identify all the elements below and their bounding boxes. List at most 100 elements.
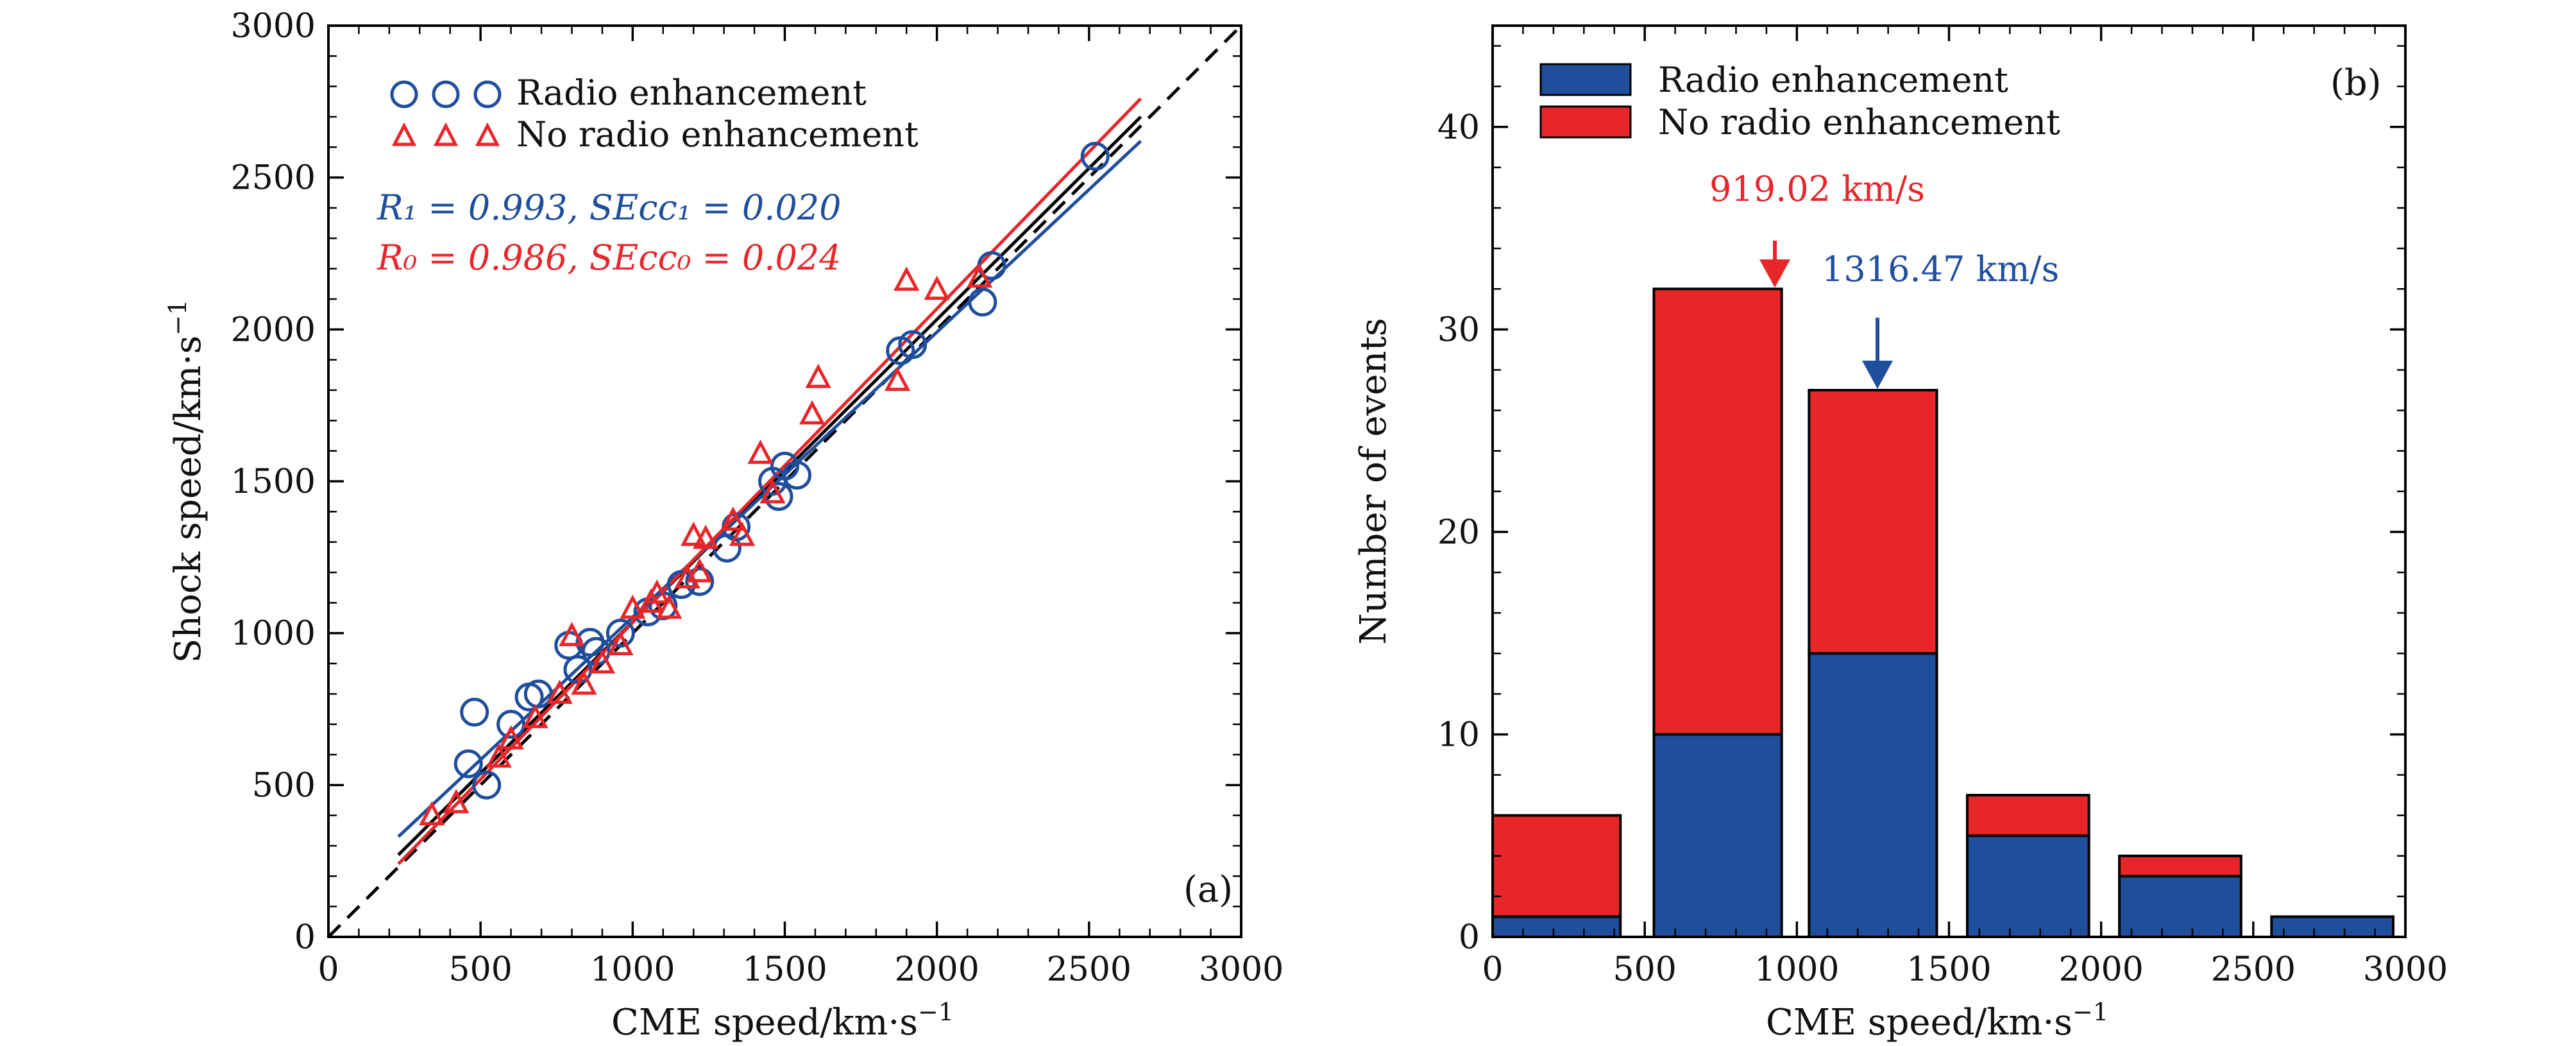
- fit-line: [397, 97, 1142, 866]
- bar-radio: [1808, 652, 1938, 938]
- x-tick-label: 2500: [2211, 950, 2296, 989]
- panel-a-label: (a): [1183, 869, 1233, 911]
- y-tick-label: 500: [252, 766, 316, 805]
- no-radio-point: [747, 440, 774, 464]
- radio-point: [460, 698, 489, 727]
- radio-point: [606, 619, 635, 648]
- no-radio-point: [559, 622, 585, 646]
- x-tick-label: 3000: [1199, 950, 1284, 989]
- radio-point: [453, 749, 483, 778]
- bar-no-radio: [1965, 794, 2090, 837]
- no-radio-point: [681, 521, 707, 546]
- legend-radio-swatch: [1539, 63, 1632, 96]
- no-radio-point: [966, 263, 993, 288]
- y-tick-label: 30: [1437, 311, 1480, 349]
- bar-radio: [1491, 915, 1622, 939]
- no-radio-point: [799, 400, 826, 425]
- y-tick-label: 0: [294, 918, 316, 957]
- x-tick-label: 1500: [1906, 950, 1991, 989]
- bar-radio: [2270, 915, 2395, 939]
- no-radio-point: [729, 521, 756, 546]
- no-radio-point: [443, 789, 470, 814]
- legend-no-radio-label-b: No radio enhancement: [1658, 102, 2060, 142]
- legend-no-radio-swatch: [1539, 105, 1632, 139]
- legend-radio-label-b: Radio enhancement: [1658, 60, 2008, 100]
- no-radio-point: [656, 594, 682, 619]
- no-radio-point: [720, 506, 747, 531]
- x-tick-label: 500: [1613, 950, 1677, 989]
- no-radio-point: [522, 703, 548, 728]
- panel-b-label: (b): [2330, 62, 2382, 104]
- no-radio-point: [644, 579, 670, 604]
- x-tick-label: 2000: [894, 950, 979, 989]
- panel-b-frame: [1491, 24, 2407, 938]
- x-tick-label: 0: [318, 950, 339, 989]
- no-radio-point: [620, 594, 646, 619]
- y-tick-label: 10: [1437, 716, 1480, 754]
- bar-radio: [1652, 733, 1783, 938]
- y-tick-label: 2000: [231, 311, 316, 349]
- x-tick-label: 1000: [590, 950, 675, 989]
- bar-radio: [1965, 834, 2090, 938]
- x-tick-label: 500: [449, 950, 513, 989]
- panel-b-ylabel: Number of events: [1353, 318, 1394, 644]
- stat-no-radio: R₀ = 0.986, SEcc₀ = 0.024: [377, 237, 842, 278]
- no-radio-point: [759, 479, 786, 504]
- bar-no-radio: [2118, 854, 2242, 878]
- y-tick-label: 1000: [231, 615, 316, 653]
- panel-b-xlabel: CME speed/km·s−1: [1766, 998, 2108, 1043]
- no-radio-point: [686, 558, 713, 583]
- legend-no-radio-label: No radio enhancement: [516, 114, 919, 155]
- no-radio-point: [498, 725, 524, 750]
- y-tick-label: 2500: [231, 159, 316, 198]
- no-radio-point: [884, 366, 911, 391]
- x-tick-label: 1000: [1754, 950, 1839, 989]
- radio-point: [968, 287, 997, 317]
- annotation-arrow-head: [1759, 259, 1790, 288]
- x-tick-label: 2500: [1047, 950, 1131, 989]
- panel-a-legend: Radio enhancement No radio enhancement R…: [377, 73, 919, 278]
- x-tick-label: 2000: [2058, 950, 2143, 989]
- radio-point: [685, 567, 715, 596]
- no-radio-point: [547, 680, 573, 704]
- radio-point: [496, 710, 526, 739]
- y-tick-label: 40: [1437, 108, 1480, 147]
- annotation-arrow-head: [1862, 361, 1893, 389]
- radio-point: [523, 679, 553, 708]
- radio-point: [666, 570, 696, 599]
- legend-circle-markers: [390, 80, 502, 108]
- x-tick-label: 1500: [742, 950, 827, 989]
- no-radio-point: [486, 743, 512, 768]
- y-tick-label: 0: [1459, 918, 1480, 957]
- bar-no-radio: [1491, 814, 1622, 918]
- x-tick-label: 3000: [2363, 950, 2448, 989]
- no-radio-point: [924, 275, 950, 300]
- panel-a-xlabel: CME speed/km·s−1: [611, 998, 954, 1043]
- no-radio-point: [607, 631, 634, 656]
- bar-no-radio: [1652, 287, 1783, 736]
- panel-b-legend: Radio enhancement No radio enhancement: [1539, 60, 2060, 142]
- no-radio-point: [894, 266, 920, 291]
- radio-point: [1080, 142, 1110, 171]
- no-radio-point: [805, 363, 831, 388]
- annotation-speed-label: 919.02 km/s: [1709, 169, 1925, 209]
- no-radio-point: [571, 670, 597, 695]
- y-tick-label: 3000: [231, 7, 316, 46]
- y-tick-label: 1500: [231, 463, 316, 501]
- radio-point: [472, 770, 502, 800]
- bar-radio: [2118, 875, 2242, 939]
- bar-no-radio: [1808, 389, 1938, 655]
- y-tick-label: 20: [1437, 513, 1480, 552]
- panel-a-scatter: 0 500 1000 1500 2000 2500 3000 0 500 1000 1500 2000…: [164, 7, 1284, 1043]
- panel-b-histogram: 0 500 1000 1500 2000 2500 3000 0 10 20 30 40 (b) Ra…: [1353, 24, 2448, 1043]
- radio-point: [782, 461, 811, 490]
- legend-triangle-markers: [391, 122, 500, 146]
- x-tick-label: 0: [1482, 950, 1503, 989]
- no-radio-point: [693, 524, 719, 549]
- stat-radio: R₁ = 0.993, SEcc₁ = 0.020: [377, 187, 842, 228]
- panel-a-ylabel: Shock speed/km·s−1: [164, 300, 209, 663]
- no-radio-point: [589, 649, 616, 674]
- annotation-speed-label: 1316.47 km/s: [1822, 249, 2059, 289]
- legend-radio-label: Radio enhancement: [516, 73, 867, 113]
